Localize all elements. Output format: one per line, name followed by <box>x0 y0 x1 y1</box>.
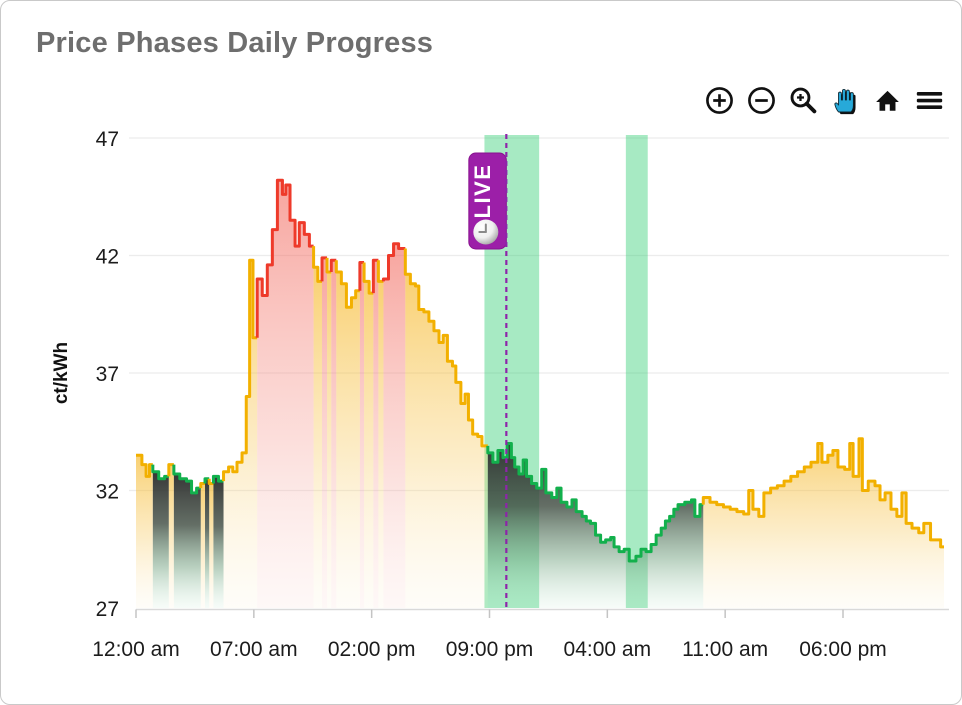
phase-fill-g <box>173 474 201 608</box>
phase-fill-r <box>331 260 337 608</box>
price-line-segment-r <box>320 256 328 282</box>
price-line-segment-g <box>151 464 169 481</box>
price-line-segment-r <box>371 258 379 294</box>
price-line-segment-y <box>403 248 488 448</box>
y-tick-label: 32 <box>96 481 119 504</box>
phase-fill-r <box>383 243 406 608</box>
phase-fill-y <box>378 281 384 608</box>
price-line-segment-y <box>222 258 258 482</box>
price-line-segment-r <box>255 178 314 338</box>
phase-fill-r <box>322 257 328 608</box>
y-tick-label: 47 <box>96 128 119 151</box>
phase-fill-y <box>168 464 174 608</box>
price-line-segment-y <box>312 246 323 283</box>
phase-fill-y <box>327 271 332 608</box>
chart-title: Price Phases Daily Progress <box>36 27 434 59</box>
cheap-window-band <box>625 135 648 608</box>
phase-fill-y <box>313 267 323 608</box>
phase-fill-g <box>205 478 210 608</box>
phase-fill-y <box>136 455 153 608</box>
phase-fill-r <box>373 260 379 608</box>
phase-fill-r <box>359 262 365 608</box>
phase-fill-y <box>405 274 488 608</box>
x-tick-label: 09:00 pm <box>446 638 534 661</box>
chart-toolbar <box>704 85 945 116</box>
live-badge-label: LIVE <box>470 164 495 219</box>
y-axis-title: ct/kWh <box>51 342 72 404</box>
x-tick-label: 02:00 pm <box>328 638 416 661</box>
price-line-segment-g <box>486 442 704 563</box>
y-tick-label: 27 <box>96 598 119 621</box>
phase-fill-g <box>152 471 169 608</box>
price-line-segment-r <box>381 242 406 282</box>
price-step-line <box>136 178 944 563</box>
price-line-segment-g <box>172 464 201 495</box>
box-zoom-icon[interactable] <box>788 85 819 116</box>
phase-fill-y <box>209 483 214 608</box>
phase-fill-y <box>336 271 360 608</box>
price-line-segment-y <box>376 260 384 283</box>
price-line-segment-y <box>167 463 174 477</box>
y-tick-label: 42 <box>96 246 119 269</box>
phase-area-fills <box>136 180 944 609</box>
price-line-segment-g <box>211 474 224 484</box>
live-marker: LIVE <box>468 134 508 608</box>
phase-fill-y <box>223 260 258 608</box>
price-line-segment-y <box>136 453 153 478</box>
pan-hand-icon[interactable] <box>830 85 861 116</box>
phase-fill-y <box>703 438 944 608</box>
x-tick-label: 07:00 am <box>210 638 298 661</box>
axes: 12:00 am 07:00 am 02:00 pm 09:00 pm 04:00 am… <box>51 128 949 661</box>
zoom-out-icon[interactable] <box>746 85 777 116</box>
y-tick-label: 37 <box>96 363 119 386</box>
phase-fill-y <box>200 483 206 608</box>
x-tick-label: 12:00 am <box>92 638 180 661</box>
price-line-segment-y <box>334 260 360 309</box>
phase-fill-r <box>257 180 314 609</box>
home-reset-icon[interactable] <box>872 85 903 116</box>
menu-icon[interactable] <box>914 85 945 116</box>
price-line-segment-y <box>701 437 944 549</box>
phase-fill-g <box>213 476 224 608</box>
phase-fill-y <box>364 281 374 608</box>
price-line-segment-r <box>329 258 337 272</box>
x-tick-label: 04:00 am <box>564 638 652 661</box>
zoom-in-icon[interactable] <box>704 85 735 116</box>
x-tick-label: 11:00 am <box>682 638 768 661</box>
price-line-segment-y <box>362 262 374 295</box>
x-tick-label: 06:00 pm <box>799 638 887 661</box>
